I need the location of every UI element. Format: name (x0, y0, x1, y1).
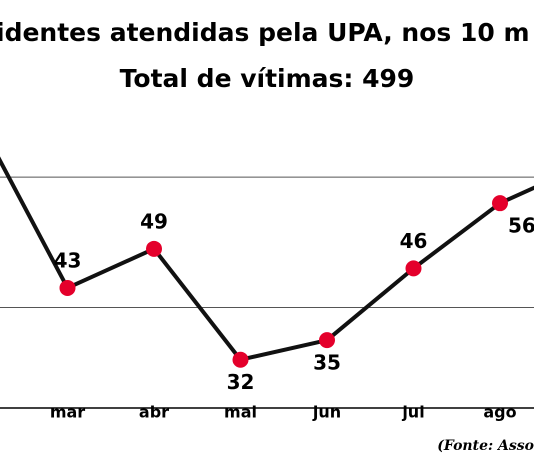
value-label: 35 (313, 351, 341, 375)
value-label: 56 (508, 214, 534, 238)
marker (232, 351, 249, 368)
value-label: 46 (400, 229, 428, 253)
chart-title: identes atendidas pela UPA, nos 10 m (0, 18, 530, 47)
marker (59, 279, 76, 296)
value-label: 43 (54, 248, 82, 272)
x-tick-label: ago (483, 403, 516, 422)
x-tick-label: abr (139, 403, 169, 422)
marker (492, 195, 508, 212)
chart-subtitle: Total de vítimas: 499 (120, 64, 415, 93)
x-tick-label: jun (312, 403, 341, 422)
line (0, 156, 534, 362)
source: (Fonte: Asso (437, 438, 534, 454)
marker (319, 332, 335, 349)
x-tick-label: jul (401, 403, 424, 422)
x-tick-label: mar (50, 403, 85, 422)
value-label: 49 (140, 209, 168, 233)
marker (146, 240, 162, 257)
value-label: 32 (227, 370, 255, 394)
marker (405, 260, 422, 277)
x-tick-label: mai (224, 403, 257, 422)
